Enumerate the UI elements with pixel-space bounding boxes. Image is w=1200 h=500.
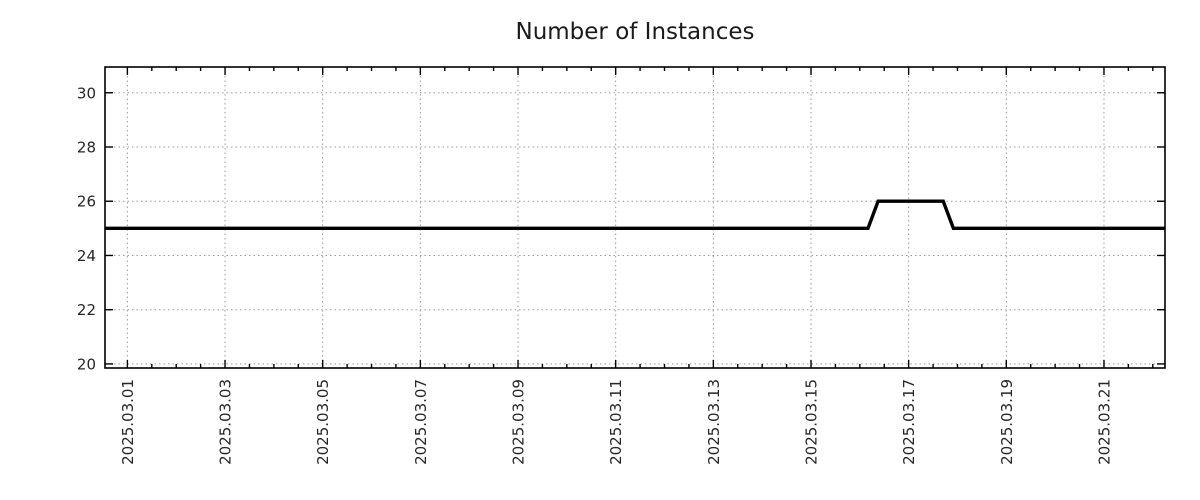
x-tick-label: 2025.03.05 xyxy=(314,379,332,465)
data-line-instances xyxy=(105,199,1165,231)
x-tick-label: 2025.03.01 xyxy=(119,379,137,465)
x-tick-label: 2025.03.09 xyxy=(510,379,528,465)
plot-border xyxy=(104,66,1166,369)
grid-layer xyxy=(105,67,1165,368)
y-tick-label: 22 xyxy=(77,301,96,319)
x-tick-label: 2025.03.13 xyxy=(705,379,723,465)
data-series-layer xyxy=(105,199,1165,231)
axis-label-layer: 2025.03.01 2025.03.03 2025.03.05 2025.03.07… xyxy=(77,84,1114,465)
chart-title: Number of Instances xyxy=(516,19,755,45)
x-tick-label: 2025.03.11 xyxy=(607,379,625,465)
x-tick-label: 2025.03.03 xyxy=(217,379,235,465)
y-tick-label: 28 xyxy=(77,138,96,156)
y-tick-label: 24 xyxy=(77,247,96,265)
plot-border-layer xyxy=(104,66,1166,369)
x-tick-label: 2025.03.07 xyxy=(412,379,430,465)
y-tick-label: 26 xyxy=(77,193,96,211)
x-tick-label: 2025.03.15 xyxy=(802,379,820,465)
x-tick-label: 2025.03.21 xyxy=(1095,379,1113,465)
y-tick-label: 20 xyxy=(77,355,96,373)
x-tick-label: 2025.03.19 xyxy=(998,379,1016,465)
x-tick-label: 2025.03.17 xyxy=(900,379,918,465)
y-tick-label: 30 xyxy=(77,84,96,102)
